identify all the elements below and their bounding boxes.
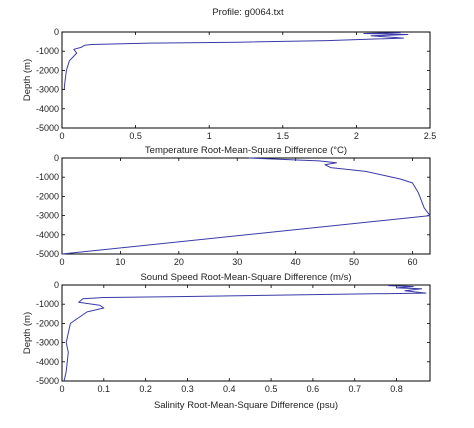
x-tick-label: 0.4 [223, 384, 236, 394]
x-tick-label: 0.2 [139, 384, 152, 394]
salinity-rms-plot: 0 0.1 0.2 0.3 0.4 0.5 0.6 0.7 0.8 0 -1000 -2000 -300… [22, 280, 431, 411]
x-tick-label: 0.6 [307, 384, 320, 394]
salinity-y-axis-label: Depth (m) [22, 312, 33, 354]
y-tick-label: 0 [54, 27, 59, 37]
y-tick-label: -4000 [36, 104, 59, 114]
x-tick-label: 0 [59, 384, 64, 394]
y-tick-label: -1000 [36, 299, 59, 309]
figure-title: Profile: g0064.txt [212, 7, 284, 18]
x-tick-label: 10 [115, 257, 125, 267]
y-tick-label: -5000 [36, 249, 59, 259]
salinity-axes-frame [61, 284, 431, 382]
y-tick-label: -3000 [36, 85, 59, 95]
y-tick-label: -2000 [36, 318, 59, 328]
sound-speed-axes-frame [61, 157, 431, 255]
salinity-x-axis-label: Salinity Root-Mean-Square Difference (ps… [154, 400, 338, 411]
x-tick-label: 2.5 [424, 131, 437, 141]
y-tick-label: -4000 [36, 357, 59, 367]
x-tick-label: 1.5 [277, 131, 290, 141]
y-tick-label: 0 [54, 280, 59, 290]
y-tick-label: -5000 [36, 123, 59, 133]
x-tick-label: 0.3 [181, 384, 194, 394]
y-tick-label: 0 [54, 153, 59, 163]
sound-speed-series-line [61, 157, 431, 255]
y-tick-label: -1000 [36, 46, 59, 56]
x-tick-label: 30 [232, 257, 242, 267]
x-tick-label: 0.5 [129, 131, 142, 141]
temperature-y-axis-label: Depth (m) [22, 59, 33, 101]
temperature-axes-frame [61, 31, 431, 129]
y-tick-label: -2000 [36, 65, 59, 75]
x-tick-label: 40 [291, 257, 301, 267]
x-tick-label: 50 [349, 257, 359, 267]
x-tick-label: 0 [59, 131, 64, 141]
y-tick-label: -5000 [36, 376, 59, 386]
y-tick-label: -3000 [36, 211, 59, 221]
sound-speed-rms-plot: 0 10 20 30 40 50 60 0 -1000 -2000 -3000 -4000 -5000 S… [36, 153, 431, 283]
x-tick-label: 0.1 [98, 384, 111, 394]
sound-speed-x-axis-label: Sound Speed Root-Mean-Square Difference … [140, 272, 351, 283]
temperature-series-line [63, 32, 409, 90]
y-tick-label: -4000 [36, 230, 59, 240]
y-tick-label: -1000 [36, 172, 59, 182]
salinity-series-line [63, 285, 427, 382]
x-tick-label: 1 [207, 131, 212, 141]
x-tick-label: 0.8 [390, 384, 403, 394]
x-tick-label: 20 [174, 257, 184, 267]
temperature-rms-plot: 0 0.5 1 1.5 2 2.5 0 -1000 -2000 -3000 -4000 -5000 Te… [22, 27, 436, 156]
x-tick-label: 0.7 [348, 384, 361, 394]
x-tick-label: 2 [354, 131, 359, 141]
x-tick-label: 60 [407, 257, 417, 267]
temperature-x-axis-label: Temperature Root-Mean-Square Difference … [145, 145, 347, 156]
x-tick-label: 0.5 [265, 384, 278, 394]
x-tick-label: 0 [59, 257, 64, 267]
y-tick-label: -2000 [36, 191, 59, 201]
y-tick-label: -3000 [36, 338, 59, 348]
